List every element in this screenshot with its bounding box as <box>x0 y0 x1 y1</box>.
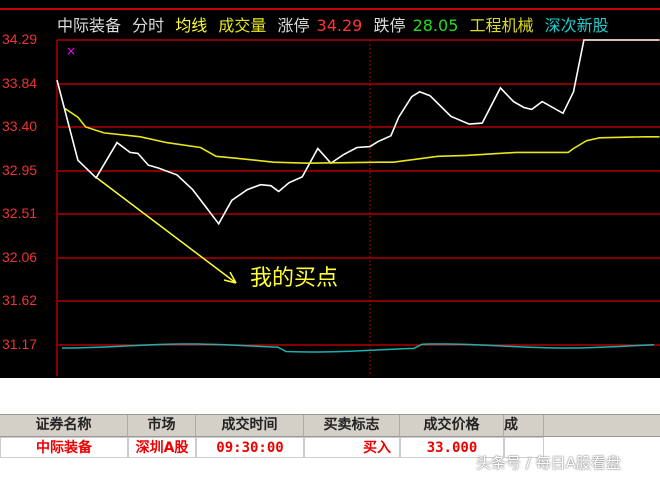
cell-trade-price: 33.000 <box>400 437 504 458</box>
table-header-row: 证券名称 市场 成交时间 买卖标志 成交价格 成 <box>0 414 660 437</box>
intraday-chart[interactable]: 中际装备 分时 均线 成交量 涨停 34.29 跌停 28.05 工程机械 深次… <box>0 0 660 378</box>
watermark: 头条号 / 每日A股看盘 <box>476 454 621 472</box>
start-marker-icon: × <box>66 44 76 58</box>
buy-point-annotation: 我的买点 <box>250 266 339 291</box>
plot-area: × <box>56 39 660 376</box>
chart-header: 中际装备 分时 均线 成交量 涨停 34.29 跌停 28.05 工程机械 深次… <box>57 12 615 36</box>
cell-market: 深圳A股 <box>128 437 196 458</box>
y-tick-label: 32.06 <box>2 248 38 265</box>
arrow-head-icon <box>223 271 237 284</box>
volume-label[interactable]: 成交量 <box>218 16 267 35</box>
col-trade-price[interactable]: 成交价格 <box>400 415 504 436</box>
col-trade-time[interactable]: 成交时间 <box>196 415 304 436</box>
y-tick-label: 34.29 <box>2 31 38 47</box>
cell-trade-time: 09:30:00 <box>196 437 304 458</box>
stock-name: 中际装备 <box>57 16 122 35</box>
price-line <box>56 39 660 226</box>
cell-security-name: 中际装备 <box>0 437 128 458</box>
limit-down-label: 跌停 <box>373 16 406 35</box>
col-market[interactable]: 市场 <box>128 415 196 436</box>
y-tick-label: 31.62 <box>2 292 38 308</box>
industry-label[interactable]: 工程机械 <box>469 16 534 35</box>
table-row[interactable]: 中际装备 深圳A股 09:30:00 买入 33.000 <box>0 437 660 458</box>
col-truncated[interactable]: 成 <box>504 415 544 436</box>
cell-truncated <box>504 437 544 458</box>
y-tick-label: 32.95 <box>2 161 38 178</box>
limit-up-label: 涨停 <box>277 16 310 35</box>
avg-line-label[interactable]: 均线 <box>175 16 208 35</box>
board-label[interactable]: 深次新股 <box>544 16 609 35</box>
y-tick-label: 33.84 <box>2 74 38 91</box>
limit-down-value: 28.05 <box>412 16 459 35</box>
col-security-name[interactable]: 证券名称 <box>0 415 128 436</box>
y-tick-label: 33.40 <box>2 118 38 134</box>
y-tick-label: 32.51 <box>2 205 38 221</box>
annotation-arrow <box>96 177 237 284</box>
top-border <box>0 8 660 10</box>
y-tick-label: 31.17 <box>2 336 38 352</box>
cell-buy-sell: 买入 <box>304 437 400 458</box>
average-line <box>64 107 660 165</box>
trade-table: 证券名称 市场 成交时间 买卖标志 成交价格 成 中际装备 深圳A股 09:30… <box>0 414 660 458</box>
col-buy-sell[interactable]: 买卖标志 <box>304 415 400 436</box>
indicator-line <box>61 343 655 353</box>
mode-label[interactable]: 分时 <box>132 16 165 35</box>
limit-up-value: 34.29 <box>316 16 363 35</box>
